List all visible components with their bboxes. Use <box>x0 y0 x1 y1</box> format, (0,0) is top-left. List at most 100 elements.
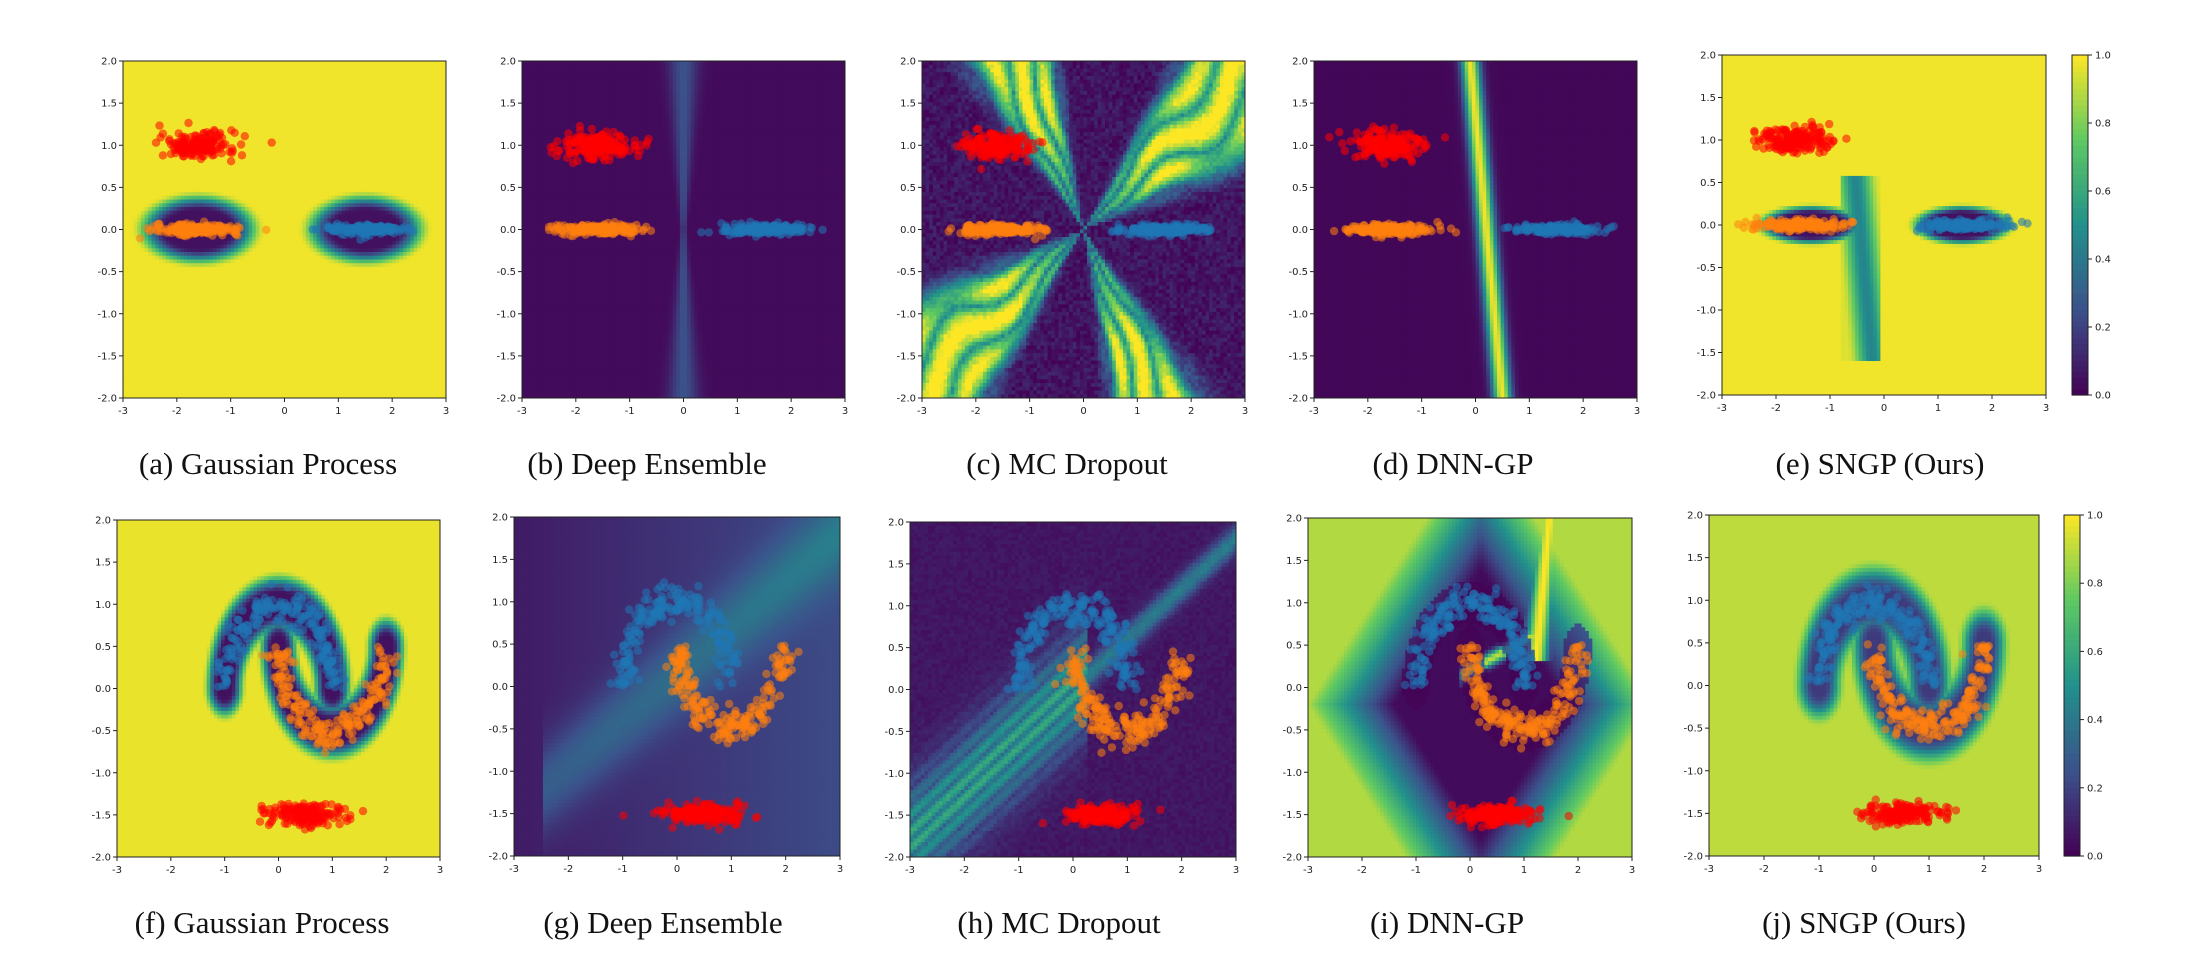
data-point <box>334 729 342 737</box>
y-tick-label: 1.5 <box>888 559 904 570</box>
data-point <box>774 228 782 236</box>
data-point <box>762 670 770 678</box>
data-point <box>715 638 723 646</box>
y-tick-label: 0.0 <box>900 225 916 236</box>
data-point <box>275 676 283 684</box>
data-point <box>678 691 686 699</box>
x-tick-label: -1 <box>618 864 628 875</box>
data-point <box>1371 125 1379 133</box>
x-tick-label: 3 <box>1233 865 1239 876</box>
data-point <box>1123 808 1131 816</box>
data-point <box>625 631 633 639</box>
data-point <box>704 708 712 716</box>
data-point <box>365 702 373 710</box>
data-point <box>775 660 783 668</box>
data-point <box>1078 648 1086 656</box>
data-point <box>1144 225 1152 233</box>
data-point <box>1793 144 1801 152</box>
colorbar-e: 0.00.20.40.60.81.0 <box>2072 51 2111 402</box>
y-tick-label: 2.0 <box>95 516 111 527</box>
data-point <box>1058 612 1066 620</box>
data-point <box>1512 226 1520 234</box>
data-point <box>1006 126 1014 134</box>
data-point <box>1469 590 1477 598</box>
data-point <box>1397 230 1405 238</box>
data-point <box>1073 663 1081 671</box>
data-point <box>324 738 332 746</box>
data-point <box>792 225 800 233</box>
data-point <box>1483 723 1491 731</box>
panel-a: -3 -2 -1 0 1 2 32.01.51.00.50.0-0.5-1.0-1.5-2.… <box>97 57 449 418</box>
data-point <box>1995 220 2003 228</box>
data-point <box>366 231 374 239</box>
data-point <box>1004 685 1012 693</box>
x-tick-label: 0 <box>1472 406 1478 417</box>
data-point <box>191 152 199 160</box>
data-point <box>1105 669 1113 677</box>
y-tick-label: 0.5 <box>900 183 916 194</box>
data-point <box>715 825 723 833</box>
x-tick-label: 1 <box>734 406 740 417</box>
data-point <box>1152 714 1160 722</box>
x-tick-label: 2 <box>1188 406 1194 417</box>
data-point <box>689 720 697 728</box>
data-point <box>673 665 681 673</box>
data-point <box>607 679 615 687</box>
y-tick-label: -1.0 <box>884 769 904 780</box>
data-point <box>222 674 230 682</box>
data-point <box>1351 153 1359 161</box>
data-point <box>1154 229 1162 237</box>
data-point <box>181 133 189 141</box>
y-tick-label: 1.0 <box>1292 141 1308 152</box>
data-point <box>705 720 713 728</box>
data-point <box>219 141 227 149</box>
data-point <box>562 224 570 232</box>
data-point <box>298 731 306 739</box>
data-point <box>1607 223 1615 231</box>
data-point <box>335 664 343 672</box>
data-point <box>746 723 754 731</box>
data-point <box>1376 154 1384 162</box>
data-point <box>738 228 746 236</box>
data-point <box>716 682 724 690</box>
x-tick-label: -3 <box>118 406 128 417</box>
data-point <box>1056 664 1064 672</box>
y-tick-label: -1.5 <box>1288 351 1308 362</box>
data-point <box>1165 227 1173 235</box>
y-tick-label: 0.0 <box>101 225 117 236</box>
data-point <box>667 608 675 616</box>
data-point <box>619 811 627 819</box>
data-point <box>1017 671 1025 679</box>
y-tick-label: -1.5 <box>488 809 508 820</box>
data-point <box>664 798 672 806</box>
data-point <box>1409 677 1417 685</box>
data-point <box>1016 627 1024 635</box>
data-point <box>275 602 283 610</box>
data-point <box>1108 743 1116 751</box>
data-point <box>1415 137 1423 145</box>
data-point <box>630 227 638 235</box>
data-point <box>610 651 618 659</box>
data-point <box>563 154 571 162</box>
data-point <box>1349 222 1357 230</box>
data-point <box>765 700 773 708</box>
data-point <box>287 716 295 724</box>
data-point <box>554 223 562 231</box>
data-point <box>999 139 1007 147</box>
y-tick-label: -2.0 <box>97 394 117 405</box>
y-tick-label: 2.0 <box>1292 57 1308 68</box>
data-point <box>1750 127 1758 135</box>
data-point <box>1003 224 1011 232</box>
y-tick-label: 0.0 <box>95 684 111 695</box>
data-point <box>1069 621 1077 629</box>
x-tick-label: -3 <box>905 865 915 876</box>
y-tick-label: 1.5 <box>1292 99 1308 110</box>
data-point <box>1492 584 1500 592</box>
data-point <box>626 661 634 669</box>
y-tick-label: 1.5 <box>500 99 516 110</box>
data-point <box>694 582 702 590</box>
y-tick-label: 0.0 <box>492 682 508 693</box>
y-tick-label: 0.5 <box>500 183 516 194</box>
data-point <box>661 584 669 592</box>
data-point <box>963 142 971 150</box>
